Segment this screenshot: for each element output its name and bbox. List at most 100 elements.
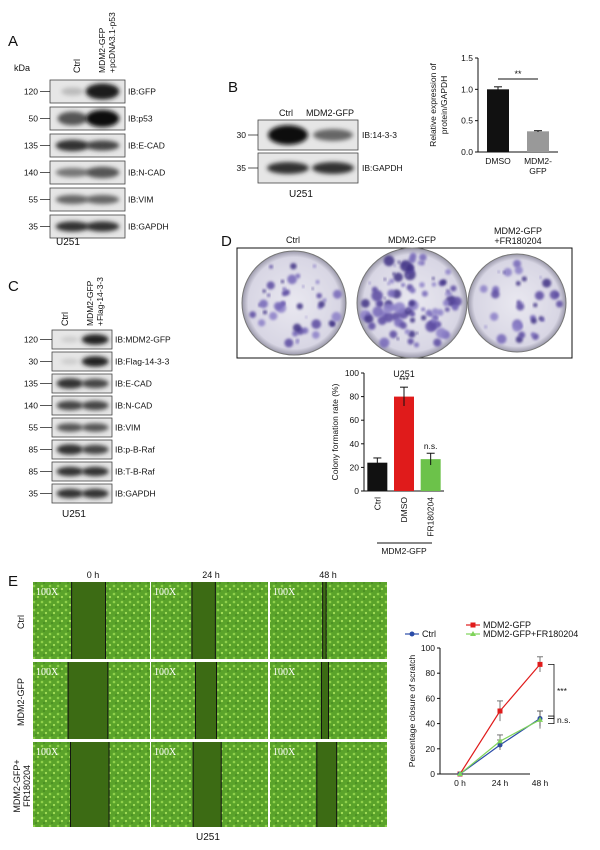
plate-1-colony <box>431 277 435 280</box>
blotsC-mw-6: 85 <box>29 467 39 477</box>
plate-0-colony <box>331 311 342 322</box>
magnification-label: 100X <box>36 587 59 598</box>
blotsA-mw-2: 135 <box>24 141 38 151</box>
plate-0-colony <box>295 340 299 345</box>
blotsC-mw-1: 30 <box>29 357 39 367</box>
magnification-label: 100X <box>273 747 296 758</box>
plate-2-colony <box>503 267 513 277</box>
scratch-0-1: 100X <box>151 582 268 659</box>
plate-0-colony <box>311 287 314 290</box>
plate-0-colony <box>330 322 335 327</box>
blotsA-row-1-band-0 <box>57 111 88 126</box>
magnification-label: 100X <box>36 747 59 758</box>
plate-0-colony <box>284 338 294 348</box>
plate-1-colony <box>445 268 452 275</box>
blotsA-row-5-band-1 <box>85 221 120 232</box>
plate-0-colony <box>290 262 297 270</box>
plate-0-colony <box>282 287 287 291</box>
plate-1-colony <box>450 285 457 292</box>
chartE-legend-label-0: MDM2-GFP <box>483 620 531 630</box>
plate-1-colony <box>393 302 406 314</box>
magnification-label: 100X <box>154 747 177 758</box>
blotsA-row-0-band-1 <box>85 83 120 100</box>
blotsC-row-5-band-0 <box>56 444 84 455</box>
blotsA-label-5: IB:GAPDH <box>128 222 169 232</box>
blotsB-row-0-band-1 <box>313 129 353 141</box>
plate-2-colony <box>512 322 522 332</box>
panel-c-lane-ctrl: Ctrl <box>60 312 70 326</box>
plate-1-colony <box>452 296 462 307</box>
blotsA-row-4-band-1 <box>85 194 120 205</box>
plate-1-colony <box>393 264 396 267</box>
blotsA-mw-0: 120 <box>24 87 38 97</box>
plate-2-colony <box>541 318 544 321</box>
blotsC-row-3-band-0 <box>56 400 84 411</box>
blotsC-row-1-band-1 <box>81 356 109 367</box>
blotsA-row-2 <box>49 133 126 158</box>
plate-1-colony <box>421 290 428 297</box>
blotsC-label-5: IB:p-B-Raf <box>115 445 155 455</box>
blotsA-row-0-band-0 <box>61 87 84 96</box>
chartB-ytick-label-1: 0.5 <box>461 116 473 126</box>
blotsA-row-2-band-1 <box>85 140 120 151</box>
plate-2-colony <box>516 300 522 305</box>
panel-e: E 0 h 24 h 48 h Ctrl MDM2-GFP MDM2-GFP+F… <box>8 570 387 843</box>
plate-0-colony <box>311 319 322 329</box>
plate-2-colony <box>533 302 538 308</box>
plate-1-colony <box>372 306 384 318</box>
plate-1-colony <box>431 282 437 287</box>
chartD-ytick-label-1: 20 <box>350 462 360 472</box>
plate-1-colony <box>449 302 453 306</box>
plate-1-colony <box>444 307 450 312</box>
blotsC-row-2-band-0 <box>56 378 84 389</box>
plate-1 <box>356 247 468 359</box>
time-24: 24 h <box>202 570 220 580</box>
scratch-gap <box>193 742 222 827</box>
plate-0-colony <box>305 316 308 319</box>
scratch-0-0: 100X <box>33 582 150 659</box>
chartE-point-2-1 <box>497 738 503 744</box>
panel-b-cell: U251 <box>289 189 313 200</box>
plate-1-colony <box>383 297 387 300</box>
panel-c: C Ctrl MDM2-GFP+Flag-14-3-3 120 IB:MDM2-G… <box>8 277 171 520</box>
scratch-2-2: 100X <box>270 742 387 827</box>
plate-1-colony <box>431 308 439 316</box>
chart-b: 0.0 0.5 1.0 1.5 DMSO MDM2-GFP Relative express… <box>428 53 558 176</box>
plate-0-colony <box>332 289 342 299</box>
chartE-xtick-0: 0 h <box>454 778 466 788</box>
scratch-0-2: 100X <box>270 582 387 659</box>
panel-b-lane-ctrl: Ctrl <box>279 108 293 118</box>
plate-0-colony <box>269 264 274 269</box>
plate-1-colony <box>360 298 370 308</box>
plate-2-colony <box>489 312 499 321</box>
scratch-field <box>270 582 387 659</box>
plate-2-colony <box>514 266 523 275</box>
plate-1-colony <box>409 252 417 260</box>
blotsC-mw-0: 120 <box>24 335 38 345</box>
plate-0-colony <box>287 274 297 285</box>
magnification-label: 100X <box>154 587 177 598</box>
panel-a-kda: kDa <box>14 63 30 73</box>
blotsC-row-1 <box>51 351 113 372</box>
chartD-annot-2: n.s. <box>424 441 438 451</box>
blotsB-row-0 <box>257 119 359 151</box>
plate-label-ctrl: Ctrl <box>286 235 300 245</box>
panel-c-letter: C <box>8 278 19 295</box>
scratch-gap <box>70 742 110 827</box>
chartB-cat-0-0: DMSO <box>485 156 511 166</box>
blotsC-row-5 <box>51 439 113 460</box>
blotsC-mw-2: 135 <box>24 379 38 389</box>
blotsA-row-1-band-1 <box>85 109 120 128</box>
chartB-bar-0 <box>487 89 509 152</box>
plate-0-colony <box>312 331 320 339</box>
blotsC-mw-3: 140 <box>24 401 38 411</box>
time-48: 48 h <box>319 570 337 580</box>
blotsB-mw-1: 35 <box>237 163 247 173</box>
plate-0-colony <box>279 301 285 307</box>
scratch-2-1: 100X <box>151 742 268 827</box>
chartB-bar-1 <box>527 131 549 152</box>
plate-1-colony <box>371 290 383 302</box>
blotsC-row-3 <box>51 395 113 416</box>
chartD-bar-0 <box>367 462 388 491</box>
blotsC-label-6: IB:T-B-Raf <box>115 467 155 477</box>
